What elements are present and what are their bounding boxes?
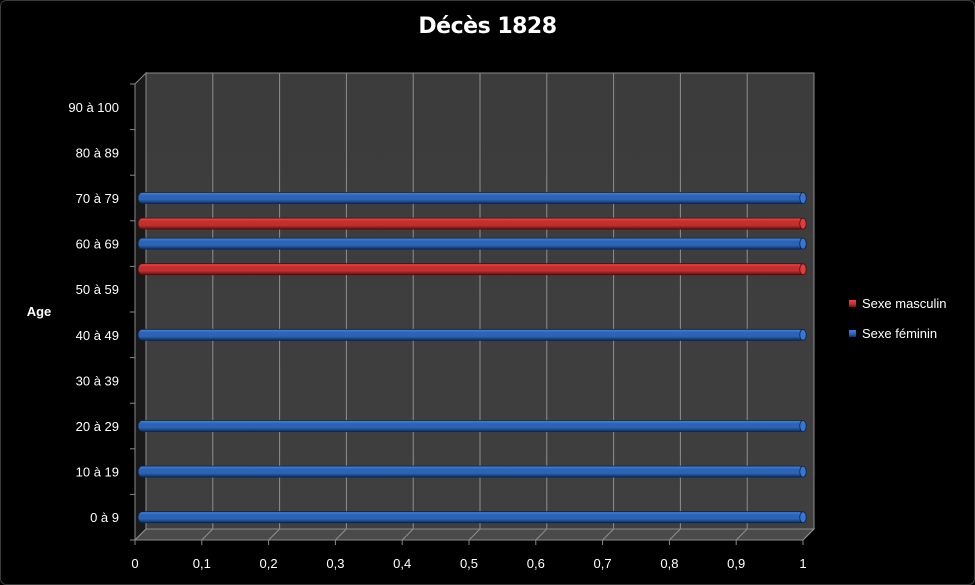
gridline-floor <box>802 528 815 541</box>
bar <box>137 217 805 230</box>
y-tick-label: 80 à 89 <box>76 145 119 160</box>
gridline-floor <box>335 528 347 541</box>
x-tick-label: 0,2 <box>260 556 278 571</box>
bar-cap <box>799 237 807 250</box>
y-tick-label: 60 à 69 <box>76 237 119 252</box>
x-tick-label: 0,6 <box>527 556 545 571</box>
legend-label: Sexe féminin <box>862 325 938 341</box>
gridline-floor <box>468 528 481 541</box>
axes <box>130 83 804 545</box>
legend-swatch <box>848 298 857 308</box>
legend: Sexe masculin Sexe féminin <box>848 294 947 354</box>
y-tick-label: 70 à 79 <box>76 191 119 206</box>
x-tick-label: 0,1 <box>193 556 211 571</box>
bar-cap <box>799 263 807 276</box>
bars <box>137 192 807 524</box>
y-tick-label: 10 à 19 <box>76 465 119 480</box>
bar <box>137 465 805 478</box>
bar-cap <box>799 420 807 432</box>
x-tick-label: 0,9 <box>727 556 745 571</box>
legend-swatch <box>848 328 857 338</box>
bar-cap <box>799 328 807 341</box>
bar <box>137 328 805 341</box>
bar <box>137 263 805 276</box>
gridline-floor <box>134 528 147 541</box>
x-tick-label: 0,5 <box>460 556 478 571</box>
gridline-floor <box>669 528 681 541</box>
legend-item: Sexe féminin <box>848 324 947 342</box>
y-tick-label: 40 à 49 <box>76 328 119 343</box>
gridline-floor <box>201 528 214 541</box>
gridlines <box>134 73 815 541</box>
y-axis-tick-labels: 0 à 9 10 à 19 20 à 29 30 à 39 40 à 49 50 à 59… <box>68 100 119 525</box>
legend-item: Sexe masculin <box>848 294 947 312</box>
y-axis-title: Age <box>27 304 52 319</box>
chart-title: Décès 1828 <box>418 14 557 39</box>
bar-cap <box>799 192 807 204</box>
x-tick-label: 0,3 <box>326 556 344 571</box>
gridline-floor <box>268 528 280 541</box>
bar <box>137 237 805 250</box>
gridline-floor <box>735 528 748 541</box>
y-tick-label: 0 à 9 <box>90 510 119 525</box>
y-tick-label: 90 à 100 <box>68 100 119 115</box>
x-axis-tick-labels: 0 0,1 0,2 0,3 0,4 0,5 0,6 0,7 0,8 0,9 1 <box>131 556 806 571</box>
bar-cap <box>799 217 807 230</box>
x-tick-label: 0 <box>131 556 138 571</box>
x-tick-label: 0,4 <box>393 556 411 571</box>
bar-cap <box>799 465 807 478</box>
gridline-floor <box>602 528 614 541</box>
bar-cap <box>799 511 807 524</box>
x-tick-label: 0,8 <box>660 556 678 571</box>
y-tick-label: 30 à 39 <box>76 373 119 388</box>
bar <box>137 192 805 204</box>
bar <box>137 420 805 432</box>
x-tick-label: 0,7 <box>594 556 612 571</box>
y-tick-label: 20 à 29 <box>76 419 119 434</box>
y-tick-label: 50 à 59 <box>76 282 119 297</box>
legend-label: Sexe masculin <box>862 295 947 311</box>
x-tick-label: 1 <box>799 556 806 571</box>
gridline-floor <box>535 528 548 541</box>
bar <box>137 511 805 524</box>
gridline-floor <box>401 528 414 541</box>
